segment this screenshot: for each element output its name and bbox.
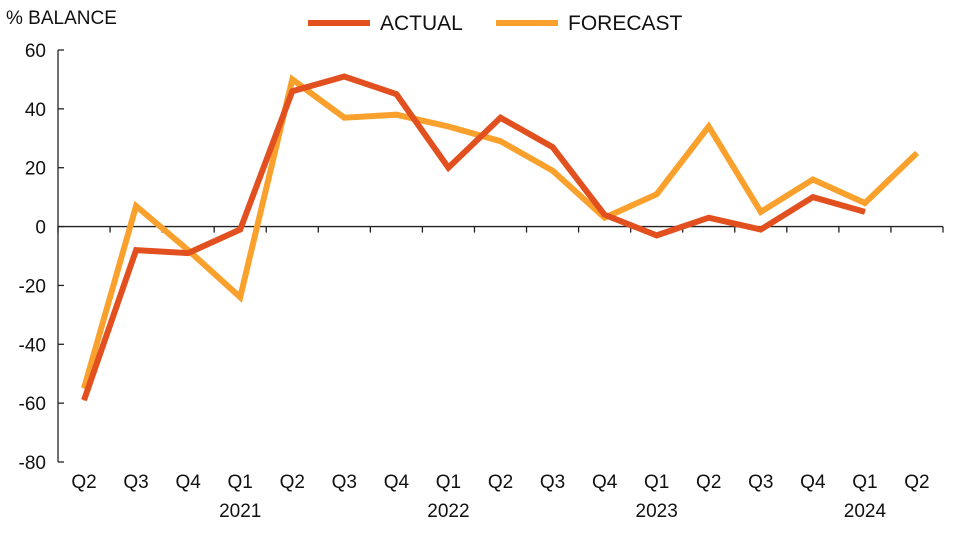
- x-tick-label: Q3: [748, 472, 773, 493]
- year-label: 2023: [636, 501, 678, 522]
- y-tick-label: 60: [25, 41, 46, 62]
- y-axis-title: % BALANCE: [6, 8, 117, 29]
- y-tick-label: -20: [19, 276, 46, 297]
- data-point-forecast: [187, 249, 189, 251]
- x-tick-label: Q4: [384, 472, 410, 493]
- axes: [57, 49, 944, 463]
- series-line-forecast: [81, 74, 920, 390]
- y-tick-labels: 60 40 20 0 -20 -40 -60 -80: [19, 41, 46, 474]
- x-tick-label: Q1: [436, 472, 461, 493]
- data-point-actual: [239, 229, 241, 231]
- x-tick-label: Q2: [904, 472, 929, 493]
- x-tick-label: Q3: [123, 472, 148, 493]
- data-point-actual: [83, 399, 85, 401]
- data-point-actual: [864, 211, 866, 213]
- data-point-actual: [552, 146, 554, 148]
- data-point-actual: [760, 229, 762, 231]
- series-line-actual: [81, 73, 866, 402]
- data-point-actual: [708, 217, 710, 219]
- x-tick-label: Q2: [488, 472, 513, 493]
- x-tick-label: Q3: [540, 472, 565, 493]
- x-tick-label: Q2: [280, 472, 305, 493]
- data-point-forecast: [395, 114, 397, 116]
- y-tick-label: 0: [35, 218, 46, 239]
- data-point-actual: [447, 167, 449, 169]
- data-point-forecast: [83, 387, 85, 389]
- data-point-forecast: [760, 211, 762, 213]
- data-point-actual: [395, 93, 397, 95]
- data-point-actual: [187, 252, 189, 254]
- x-tick-label: Q3: [332, 472, 357, 493]
- data-point-actual: [500, 117, 501, 119]
- year-label: 2024: [844, 501, 887, 522]
- x-tick-label: Q2: [696, 472, 721, 493]
- data-point-forecast: [552, 170, 554, 172]
- data-point-forecast: [656, 193, 658, 195]
- data-point-actual: [343, 75, 345, 77]
- x-tick-label: Q1: [852, 472, 877, 493]
- data-point-actual: [656, 234, 658, 236]
- x-tick-label: Q4: [800, 472, 826, 493]
- x-tick-label: Q1: [644, 472, 669, 493]
- series-lines: [81, 73, 920, 402]
- x-tick-label: Q4: [175, 472, 201, 493]
- data-point-forecast: [864, 202, 866, 204]
- x-tick-labels: Q2 Q3 Q4 Q1 Q2 Q3 Q4 Q1 Q2 Q3 Q4 Q1 Q2 Q3 Q4 Q1 Q2: [71, 472, 929, 493]
- year-label: 2021: [219, 501, 261, 522]
- data-point-forecast: [135, 205, 137, 207]
- data-point-actual: [135, 249, 137, 251]
- data-point-forecast: [343, 117, 345, 119]
- x-tick-label: Q1: [228, 472, 253, 493]
- data-point-forecast: [239, 296, 241, 298]
- data-point-forecast: [291, 78, 293, 80]
- data-point-forecast: [500, 140, 501, 142]
- data-point-forecast: [916, 152, 918, 154]
- data-point-forecast: [604, 217, 606, 219]
- x-tick-label: Q2: [71, 472, 96, 493]
- year-label: 2022: [427, 501, 469, 522]
- data-point-actual: [604, 214, 606, 216]
- year-labels: 2021 2022 2023 2024: [219, 501, 886, 522]
- y-tick-label: -40: [19, 335, 46, 356]
- data-point-actual: [812, 196, 814, 198]
- y-tick-label: 40: [25, 100, 46, 121]
- data-point-forecast: [812, 178, 814, 180]
- legend: ACTUAL FORECAST: [308, 12, 683, 35]
- data-point-actual: [291, 90, 293, 92]
- data-point-forecast: [708, 126, 710, 128]
- legend-label-forecast: FORECAST: [568, 12, 683, 35]
- y-tick-label: 20: [25, 159, 46, 180]
- legend-label-actual: ACTUAL: [380, 12, 463, 35]
- x-tick-label: Q4: [592, 472, 618, 493]
- y-tick-label: -80: [19, 453, 46, 474]
- data-point-forecast: [447, 126, 449, 128]
- y-tick-label: -60: [19, 394, 46, 415]
